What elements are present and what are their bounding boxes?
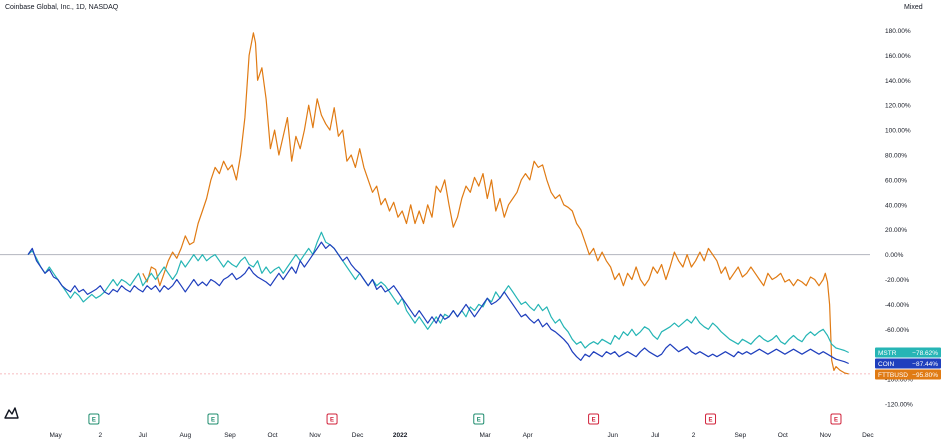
y-tick-label: -100.00% [885,377,913,384]
y-tick-label: -60.00% [885,327,909,334]
y-tick-label: 180.00% [885,28,911,35]
event-marker-earnings[interactable]: E [473,413,485,425]
y-tick-label: 160.00% [885,53,911,60]
event-marker-label: E [834,418,838,424]
event-marker-dividend[interactable]: E [326,413,338,425]
chart-title: Coinbase Global, Inc., 1D, NASDAQ [5,4,119,11]
event-marker-box [207,413,219,425]
y-tick-label: 0.00% [885,252,904,259]
y-tick-label: 40.00% [885,202,907,209]
event-marker-earnings[interactable]: E [207,413,219,425]
x-tick-label: Jul [139,432,148,439]
y-tick-label: -20.00% [885,277,909,284]
chart-series-group [27,32,849,375]
event-marker-box [473,413,485,425]
event-marker-box [830,413,842,425]
x-tick-label: May [50,432,63,439]
x-tick-label: Aug [180,432,192,439]
x-tick-label: Jun [607,432,618,439]
last-value-tag-value: −87.44% [912,361,938,368]
event-marker-box [588,413,600,425]
event-marker-label: E [477,418,481,424]
series-line-coin[interactable] [27,241,849,365]
y-tick-label: 80.00% [885,152,907,159]
event-marker-box [88,413,100,425]
series-line-mstr[interactable] [27,231,849,354]
x-tick-label: Oct [778,432,788,439]
x-tick-label: Apr [523,432,534,439]
last-value-tag-bg [875,358,941,369]
last-value-tag-mstr: MSTR −78.62% [875,347,941,358]
event-marker-dividend[interactable]: E [705,413,717,425]
tradingview-logo-icon[interactable] [4,407,19,419]
y-tick-label: 20.00% [885,227,907,234]
y-tick-label: -120.00% [885,402,913,409]
y-tick-label: -40.00% [885,302,909,309]
event-marker-box [326,413,338,425]
last-value-tag-fttbusd: FTTBUSD −95.80% [875,369,941,380]
event-marker-box [705,413,717,425]
x-tick-label: Dec [352,432,364,439]
last-value-tag-bg [875,347,941,358]
x-tick-label: Nov [820,432,832,439]
event-marker-label: E [211,418,215,424]
last-value-tag-value: −95.80% [912,372,938,379]
x-tick-label: Sep [224,432,236,439]
event-marker-dividend[interactable]: E [588,413,600,425]
last-value-tags: MSTR −78.62% COIN −87.44% FTTBUSD −95.80% [875,347,941,380]
x-tick-label: Jul [651,432,660,439]
x-tick-label: 2 [692,432,696,439]
y-tick-label: 100.00% [885,128,911,135]
x-tick-label: 2 [98,432,102,439]
y-axis[interactable]: 180.00% 160.00% 140.00% 120.00% 100.00% 80.00… [885,28,913,409]
series-line-fttbusd[interactable] [142,32,849,375]
x-tick-label: Dec [862,432,874,439]
x-tick-label: Nov [309,432,321,439]
scale-mode-label[interactable]: Mixed [904,4,923,11]
chart-gridlines [0,254,870,375]
last-value-tag-symbol: FTTBUSD [878,372,908,379]
x-tick-label: 2022 [393,432,408,439]
event-marker-dividend[interactable]: E [830,413,842,425]
event-marker-earnings[interactable]: E [88,413,100,425]
y-tick-label: 60.00% [885,177,907,184]
x-tick-label: Sep [735,432,747,439]
event-marker-label: E [92,418,96,424]
event-marker-label: E [592,418,596,424]
event-marker-label: E [709,418,713,424]
last-value-tag-symbol: MSTR [878,350,897,357]
last-value-tag-value: −78.62% [912,350,938,357]
x-axis[interactable]: May 2 Jul Aug Sep Oct Nov Dec 2022 Mar Apr Jun Jul 2 S… [50,432,875,439]
last-value-tag-bg [875,369,941,380]
last-value-tag-coin: COIN −87.44% [875,358,941,369]
last-value-tag-symbol: COIN [878,361,895,368]
y-tick-label: 140.00% [885,78,911,85]
event-marker-label: E [330,418,334,424]
x-tick-label: Mar [480,432,492,439]
y-tick-label: 120.00% [885,103,911,110]
x-tick-label: Oct [267,432,277,439]
